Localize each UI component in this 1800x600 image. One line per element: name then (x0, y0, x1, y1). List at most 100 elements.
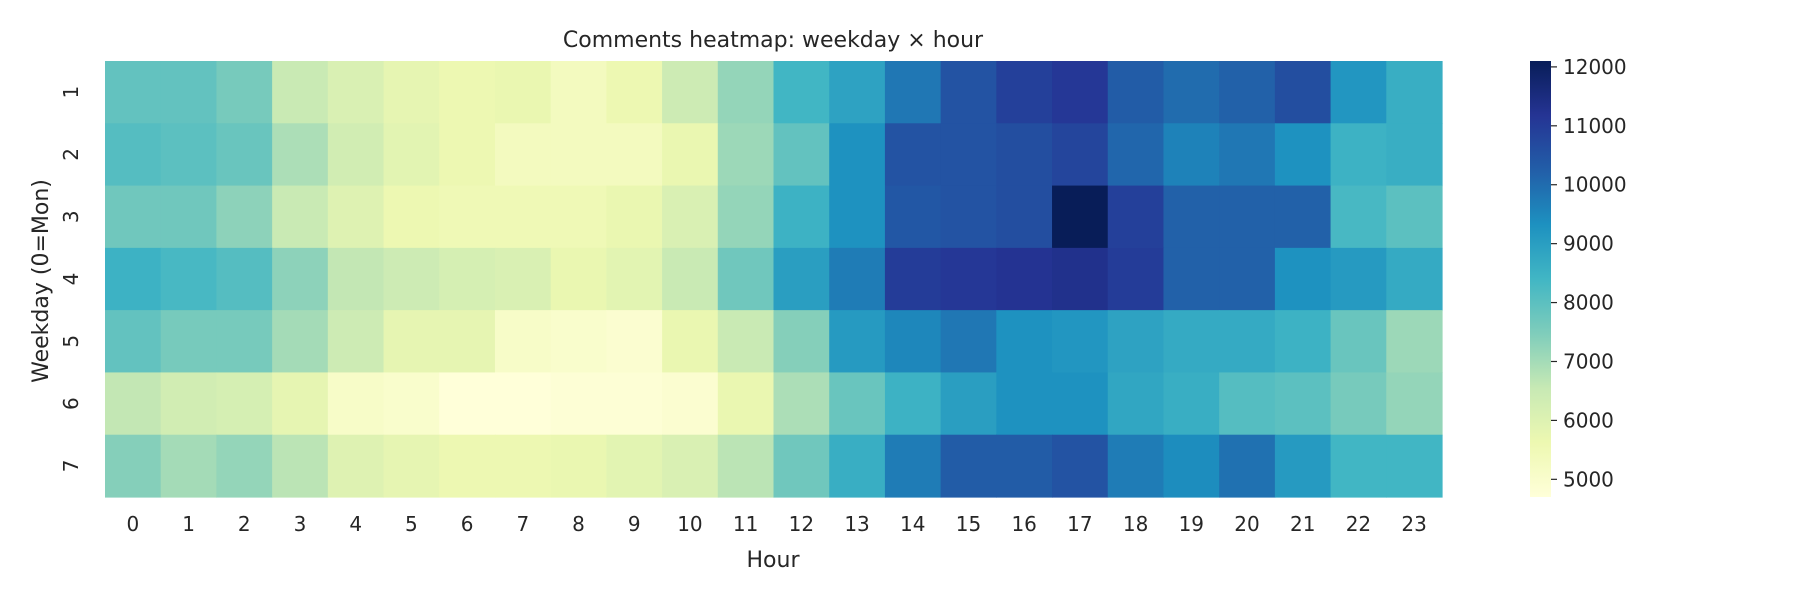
x-tick-label: 15 (956, 512, 981, 536)
heatmap-cell-3-4 (327, 185, 385, 249)
x-tick-label: 10 (677, 512, 702, 536)
heatmap-cell-3-11 (717, 185, 775, 249)
colorbar-tick-label: 11000 (1563, 114, 1627, 138)
y-tick-label: 7 (59, 459, 83, 472)
heatmap-cell-5-17 (1052, 310, 1109, 374)
x-tick-label: 9 (628, 512, 641, 536)
x-tick-label: 1 (182, 512, 195, 536)
heatmap-cell-1-1 (160, 61, 218, 124)
heatmap-cell-4-11 (717, 247, 775, 311)
heatmap-cell-2-19 (1163, 123, 1220, 187)
colorbar-tick-label: 12000 (1563, 55, 1627, 79)
heatmap-cell-5-1 (160, 310, 218, 374)
heatmap-cell-3-19 (1163, 185, 1220, 249)
heatmap-cell-7-5 (383, 434, 440, 498)
heatmap-cell-7-16 (996, 434, 1053, 498)
heatmap-cell-5-13 (829, 310, 886, 374)
y-tick-label: 4 (59, 273, 83, 286)
colorbar-tick-label: 9000 (1563, 232, 1614, 256)
heatmap-cell-7-1 (160, 434, 218, 498)
heatmap-cell-4-1 (160, 247, 218, 311)
heatmap-cell-3-6 (439, 185, 496, 249)
x-tick-label: 14 (900, 512, 925, 536)
heatmap-cell-7-2 (216, 434, 273, 498)
heatmap-cell-3-12 (773, 185, 830, 249)
y-tick-label: 6 (59, 397, 83, 410)
colorbar-tick-label: 7000 (1563, 349, 1614, 373)
heatmap-cell-7-3 (272, 434, 329, 498)
heatmap-cell-6-0 (105, 372, 162, 436)
heatmap-cell-1-14 (884, 61, 942, 124)
heatmap-cell-3-16 (996, 185, 1053, 249)
heatmap-cell-6-11 (717, 372, 775, 436)
heatmap-cell-3-21 (1274, 185, 1332, 249)
x-tick-label: 17 (1067, 512, 1092, 536)
heatmap-cell-2-6 (439, 123, 496, 187)
heatmap-cell-7-14 (884, 434, 942, 498)
heatmap-cell-4-5 (383, 247, 440, 311)
heatmap-cell-3-5 (383, 185, 440, 249)
heatmap-cell-5-9 (606, 310, 663, 374)
heatmap-cell-2-17 (1052, 123, 1109, 187)
heatmap-cell-7-4 (327, 434, 385, 498)
heatmap-cell-2-4 (327, 123, 385, 187)
heatmap-cell-3-10 (662, 185, 719, 249)
heatmap-cell-4-7 (494, 247, 552, 311)
heatmap-cell-7-9 (606, 434, 663, 498)
heatmap-cell-6-7 (494, 372, 552, 436)
heatmap-cell-2-23 (1386, 123, 1443, 187)
heatmap-cell-7-22 (1330, 434, 1387, 498)
heatmap-cell-2-13 (829, 123, 886, 187)
heatmap-cell-3-20 (1219, 185, 1276, 249)
heatmap-cell-3-23 (1386, 185, 1443, 249)
heatmap-cell-3-17 (1052, 185, 1109, 249)
heatmap-cell-3-2 (216, 185, 273, 249)
heatmap-cell-7-17 (1052, 434, 1109, 498)
heatmap-cell-7-7 (494, 434, 552, 498)
heatmap-cell-7-12 (773, 434, 830, 498)
heatmap-cell-7-6 (439, 434, 496, 498)
heatmap-cell-1-13 (829, 61, 886, 124)
heatmap-cell-4-21 (1274, 247, 1332, 311)
heatmap-cell-1-9 (606, 61, 663, 124)
heatmap-cell-6-12 (773, 372, 830, 436)
heatmap-cell-1-0 (105, 61, 162, 124)
heatmap-cell-7-19 (1163, 434, 1220, 498)
x-tick-label: 13 (844, 512, 869, 536)
heatmap-cell-2-2 (216, 123, 273, 187)
heatmap-cell-4-9 (606, 247, 663, 311)
x-tick-label: 0 (126, 512, 139, 536)
heatmap-cell-7-13 (829, 434, 886, 498)
colorbar (1530, 61, 1551, 497)
heatmap-cell-5-23 (1386, 310, 1443, 374)
chart-title: Comments heatmap: weekday × hour (563, 28, 984, 53)
x-tick-label: 11 (733, 512, 758, 536)
heatmap-cell-3-1 (160, 185, 218, 249)
heatmap-cell-1-5 (383, 61, 440, 124)
heatmap-cell-1-4 (327, 61, 385, 124)
heatmap-cell-4-18 (1107, 247, 1165, 311)
heatmap-cell-6-18 (1107, 372, 1165, 436)
x-tick-label: 6 (461, 512, 474, 536)
x-tick-label: 7 (516, 512, 529, 536)
heatmap-cell-6-20 (1219, 372, 1276, 436)
heatmap-cell-5-15 (940, 310, 997, 374)
heatmap-cell-2-22 (1330, 123, 1387, 187)
x-tick-label: 21 (1290, 512, 1315, 536)
heatmap-cell-6-22 (1330, 372, 1387, 436)
colorbar-tick-label: 6000 (1563, 408, 1614, 432)
heatmap-cell-1-23 (1386, 61, 1443, 124)
heatmap-cell-2-12 (773, 123, 830, 187)
heatmap-cell-1-3 (272, 61, 329, 124)
x-tick-label: 20 (1234, 512, 1259, 536)
heatmap-cell-5-7 (494, 310, 552, 374)
heatmap-cell-4-3 (272, 247, 329, 311)
heatmap-cell-4-0 (105, 247, 162, 311)
heatmap-cell-5-4 (327, 310, 385, 374)
heatmap-cell-4-17 (1052, 247, 1109, 311)
heatmap-cell-6-14 (884, 372, 942, 436)
heatmap-cell-2-9 (606, 123, 663, 187)
heatmap-cell-6-4 (327, 372, 385, 436)
heatmap-cell-2-15 (940, 123, 997, 187)
